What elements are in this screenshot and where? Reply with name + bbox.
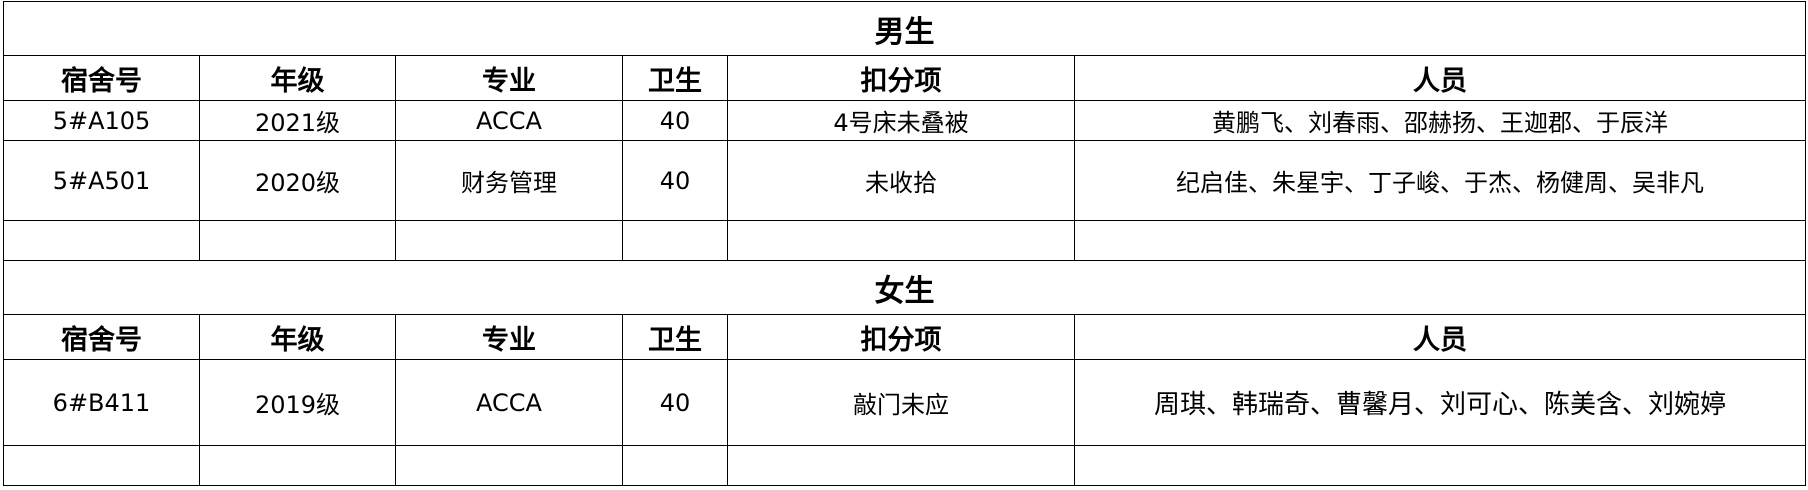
header-row: 宿舍号 年级 专业 卫生 扣分项 人员 [3, 314, 1807, 360]
cell-grade[interactable]: 2019级 [199, 359, 396, 446]
header-cell: 扣分项 [727, 314, 1075, 360]
empty-cell[interactable] [727, 220, 1075, 261]
cell-major[interactable]: ACCA [395, 100, 623, 141]
empty-cell[interactable] [622, 445, 728, 486]
table-row: 6#B411 2019级 ACCA 40 敲门未应 周琪、韩瑞奇、曹馨月、刘可心… [3, 359, 1807, 446]
table-row: 5#A501 2020级 财务管理 40 未收拾 纪启佳、朱星宇、丁子峻、于杰、… [3, 140, 1807, 221]
header-row: 宿舍号 年级 专业 卫生 扣分项 人员 [3, 55, 1807, 101]
header-cell: 年级 [199, 314, 396, 360]
cell-major[interactable]: 财务管理 [395, 140, 623, 221]
header-cell: 专业 [395, 55, 623, 101]
empty-cell[interactable] [3, 220, 200, 261]
header-cell: 卫生 [622, 55, 728, 101]
header-cell: 宿舍号 [3, 314, 200, 360]
empty-cell[interactable] [3, 445, 200, 486]
header-cell: 年级 [199, 55, 396, 101]
cell-deduction[interactable]: 未收拾 [727, 140, 1075, 221]
cell-members[interactable]: 纪启佳、朱星宇、丁子峻、于杰、杨健周、吴非凡 [1073, 140, 1807, 221]
header-cell: 人员 [1073, 314, 1807, 360]
header-cell: 人员 [1073, 55, 1807, 101]
header-cell: 扣分项 [727, 55, 1075, 101]
cell-dorm[interactable]: 5#A105 [3, 100, 200, 141]
cell-grade[interactable]: 2021级 [199, 100, 396, 141]
cell-deduction[interactable]: 4号床未叠被 [727, 100, 1075, 141]
cell-members[interactable]: 周琪、韩瑞奇、曹馨月、刘可心、陈美含、刘婉婷 [1073, 359, 1807, 446]
empty-cell[interactable] [727, 445, 1075, 486]
section-title-male: 男生 [2, 1, 1807, 56]
cell-deduction[interactable]: 敲门未应 [727, 359, 1075, 446]
cell-dorm[interactable]: 6#B411 [3, 359, 200, 446]
cell-hygiene[interactable]: 40 [622, 359, 728, 446]
cell-major[interactable]: ACCA [395, 359, 623, 446]
empty-cell[interactable] [395, 220, 623, 261]
cell-hygiene[interactable]: 40 [622, 100, 728, 141]
cell-hygiene[interactable]: 40 [622, 140, 728, 221]
empty-cell[interactable] [1073, 220, 1807, 261]
header-cell: 专业 [395, 314, 623, 360]
header-cell: 宿舍号 [3, 55, 200, 101]
cell-grade[interactable]: 2020级 [199, 140, 396, 221]
cell-members[interactable]: 黄鹏飞、刘春雨、邵赫扬、王迦郡、于辰洋 [1073, 100, 1807, 141]
cell-dorm[interactable]: 5#A501 [3, 140, 200, 221]
empty-cell[interactable] [199, 445, 396, 486]
empty-cell[interactable] [622, 220, 728, 261]
header-cell: 卫生 [622, 314, 728, 360]
empty-row [3, 220, 1807, 261]
empty-cell[interactable] [199, 220, 396, 261]
empty-cell[interactable] [395, 445, 623, 486]
section-title-female: 女生 [2, 260, 1807, 315]
empty-cell[interactable] [1073, 445, 1807, 486]
empty-row [3, 445, 1807, 486]
table-row: 5#A105 2021级 ACCA 40 4号床未叠被 黄鹏飞、刘春雨、邵赫扬、… [3, 100, 1807, 141]
